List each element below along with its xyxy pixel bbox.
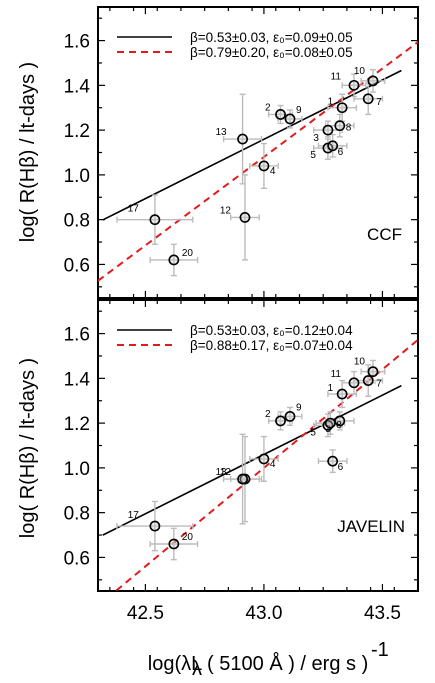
data-point [168, 538, 180, 550]
point-label: 20 [182, 248, 194, 259]
method-label: CCF [367, 225, 402, 244]
fit-line-solid [102, 384, 402, 536]
point-label: 6 [338, 147, 344, 158]
point-label: 11 [331, 369, 342, 380]
legend-entry: β=0.79±0.20, ε₀=0.08±0.05 [190, 45, 353, 60]
point-label: 17 [128, 510, 140, 521]
data-point [322, 124, 334, 136]
point-label: 2 [265, 409, 271, 420]
data-point [336, 102, 348, 114]
data-point [327, 140, 339, 152]
point-label: 12 [220, 205, 232, 216]
point-label: 12 [220, 467, 232, 478]
data-point [324, 417, 336, 429]
point-label: 5 [310, 150, 316, 161]
point-label: 7 [376, 379, 382, 390]
x-axis-label-superscript: -1 [371, 639, 389, 661]
point-label: 4 [270, 459, 276, 470]
data-point [362, 375, 374, 386]
point-label: 5 [310, 427, 316, 438]
data-point [275, 109, 286, 120]
y-tick-label: 0.6 [64, 255, 90, 276]
y-tick-label: 1.2 [64, 414, 90, 435]
x-axis-label-subscript: λ [192, 658, 202, 680]
data-point [327, 455, 339, 467]
y-tick-label: 1.6 [64, 32, 90, 53]
y-tick-label: 1.2 [64, 121, 90, 142]
data-point [237, 473, 248, 485]
y-tick-label: 0.6 [64, 548, 90, 569]
data-point [336, 388, 348, 400]
point-label: 8 [336, 420, 342, 431]
y-axis-label-bottom: log( R(Hβ) / lt-days ) [17, 358, 39, 538]
point-label: 6 [338, 462, 344, 473]
data-point [362, 93, 374, 105]
data-point [239, 212, 251, 223]
point-label: 8 [346, 123, 352, 134]
point-label: 7 [376, 97, 382, 108]
x-axis-label: log(λL ( 5100 Å ) / erg s ) [148, 652, 368, 675]
data-point [258, 453, 270, 465]
point-label: 4 [270, 166, 276, 177]
point-label: 2 [265, 102, 271, 113]
point-label: 13 [215, 467, 227, 478]
point-label: 3 [313, 133, 319, 144]
data-point [284, 113, 296, 125]
point-label: 20 [182, 532, 194, 543]
legend-entry: β=0.53±0.03, ε₀=0.09±0.05 [190, 30, 353, 45]
point-label: 13 [215, 127, 227, 138]
x-tick-label: 42.5 [127, 603, 164, 624]
point-label: 10 [354, 66, 366, 77]
data-point [237, 133, 248, 145]
point-label: 1 [328, 97, 334, 108]
legend-entry: β=0.88±0.17, ε₀=0.07±0.04 [190, 338, 353, 353]
data-point [275, 415, 286, 427]
data-point [367, 366, 379, 378]
data-point [149, 214, 161, 226]
data-point [334, 120, 346, 132]
y-tick-label: 0.8 [64, 211, 90, 232]
y-tick-label: 1.4 [64, 76, 91, 97]
data-point [258, 160, 270, 172]
point-label: 17 [128, 204, 140, 215]
data-point [348, 377, 360, 389]
point-label: 1 [328, 383, 334, 394]
point-label: 11 [331, 71, 342, 82]
fit-line-dashed [98, 41, 418, 282]
x-tick-label: 43.5 [364, 603, 401, 624]
y-tick-label: 1.4 [64, 369, 91, 390]
point-label: 9 [296, 105, 302, 116]
point-label: 10 [354, 357, 366, 368]
point-label: 9 [296, 402, 302, 413]
y-tick-label: 0.8 [64, 504, 90, 525]
legend-entry: β=0.53±0.03, ε₀=0.12±0.04 [190, 323, 353, 338]
x-tick-label: 43.0 [245, 603, 282, 624]
y-tick-label: 1.6 [64, 325, 90, 346]
y-tick-label: 1.0 [64, 166, 90, 187]
data-point [149, 520, 161, 532]
fit-line-solid [102, 69, 402, 221]
data-point [168, 254, 180, 266]
y-axis-label-top: log( R(Hβ) / lt-days ) [17, 62, 39, 242]
data-point [367, 75, 379, 87]
fit-line-dashed [114, 339, 418, 591]
data-point [284, 410, 296, 422]
x-tick-labels: 42.5 43.0 43.5 [127, 603, 401, 624]
y-tick-label: 1.0 [64, 459, 90, 480]
panel-javelin: 0.60.81.01.21.41.6123456789101112131720β… [64, 299, 419, 592]
method-label: JAVELIN [337, 517, 405, 536]
data-point [348, 79, 360, 91]
